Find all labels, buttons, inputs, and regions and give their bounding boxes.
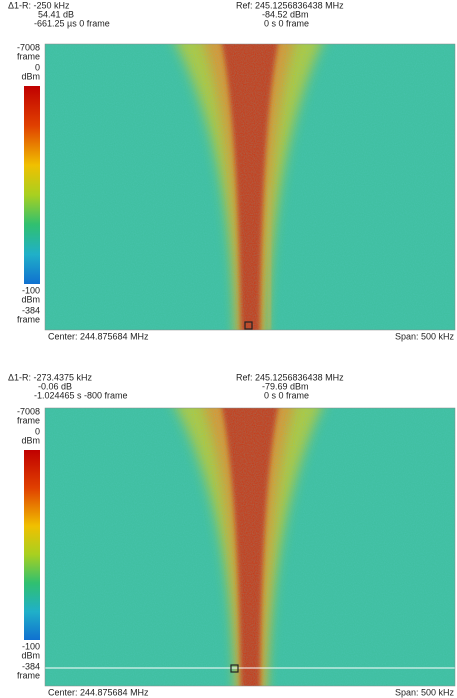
reference-time: 0 s 0 frame — [264, 390, 309, 400]
scale-bottom-level-unit: dBm — [21, 650, 40, 660]
scale-bottom-frame: -384 — [22, 661, 40, 671]
span: Span: 500 kHz — [395, 687, 455, 697]
image-border — [44, 43, 456, 331]
scale-bottom-frame: -384 — [22, 305, 40, 315]
span: Span: 500 kHz — [395, 331, 455, 341]
marker-delta: Δ1-R: -273.4375 kHz — [8, 372, 93, 382]
scale-top-level-unit: dBm — [21, 71, 40, 81]
marker — [244, 321, 253, 330]
spectrogram-image — [45, 44, 455, 330]
marker-level: 54.41 dB — [38, 9, 74, 19]
marker-delta: Δ1-R: -250 kHz — [8, 0, 70, 10]
marker — [230, 664, 239, 673]
color-bar — [24, 450, 40, 640]
scale-top-frame: -7008 — [17, 406, 40, 416]
reference-level: -84.52 dBm — [262, 9, 309, 19]
scale-top-level-unit: dBm — [21, 435, 40, 445]
scale-bottom-level-unit: dBm — [21, 294, 40, 304]
center-frequency: Center: 244.875684 MHz — [48, 687, 149, 697]
reference-level: -79.69 dBm — [262, 381, 309, 391]
spectrogram-image — [45, 408, 455, 686]
marker-time: -661.25 µs 0 frame — [34, 18, 110, 28]
scale-bottom-frame-unit: frame — [17, 670, 40, 680]
noise — [45, 408, 455, 686]
reference-frequency: Ref: 245.1256836438 MHz — [236, 372, 344, 382]
marker-level: -0.06 dB — [38, 381, 72, 391]
scale-top-frame-unit: frame — [17, 51, 40, 61]
scale-top-frame-unit: frame — [17, 415, 40, 425]
spectrogram-panel: Δ1-R: -273.4375 kHz-0.06 dB-1.024465 s -… — [8, 372, 456, 697]
scale-bottom-frame-unit: frame — [17, 314, 40, 324]
center-frequency: Center: 244.875684 MHz — [48, 331, 149, 341]
scale-top-level: 0 — [35, 426, 40, 436]
image-border — [44, 407, 456, 687]
noise — [45, 44, 455, 330]
color-bar — [24, 86, 40, 284]
reference-time: 0 s 0 frame — [264, 18, 309, 28]
scale-top-frame: -7008 — [17, 42, 40, 52]
marker-time: -1.024465 s -800 frame — [34, 390, 128, 400]
scale-top-level: 0 — [35, 62, 40, 72]
scale-bottom-level: -100 — [22, 285, 40, 295]
reference-frequency: Ref: 245.1256836438 MHz — [236, 0, 344, 10]
scale-bottom-level: -100 — [22, 641, 40, 651]
